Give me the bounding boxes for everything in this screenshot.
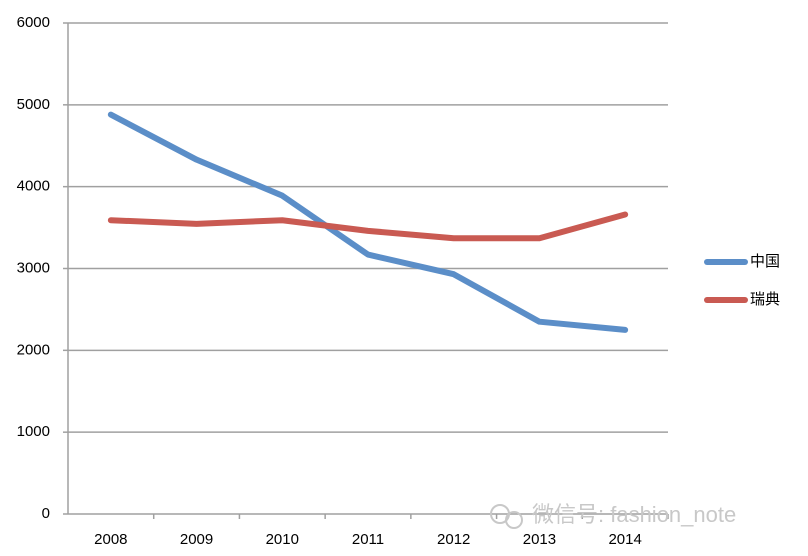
x-tick-label: 2012 [437, 531, 470, 548]
x-tick-label: 2013 [523, 531, 556, 548]
y-tick-label: 2000 [17, 341, 50, 358]
y-tick-label: 0 [42, 505, 50, 522]
x-tick-label: 2010 [266, 531, 299, 548]
y-tick-label: 5000 [17, 96, 50, 113]
watermark-icon [490, 504, 523, 529]
legend-label: 中国 [750, 253, 780, 270]
plot: 0 1000 2000 3000 4000 5000 6000 2008 2009 2010 201… [17, 14, 780, 548]
watermark: 微信号: fashion_note [532, 502, 736, 527]
x-tick-label: 2008 [94, 531, 127, 548]
legend-label: 瑞典 [750, 291, 780, 308]
x-tick-label: 2009 [180, 531, 213, 548]
y-tick-label: 3000 [17, 259, 50, 276]
y-tick-label: 4000 [17, 178, 50, 195]
y-tick-label: 1000 [17, 423, 50, 440]
x-tick-label: 2011 [352, 531, 384, 548]
y-tick-label: 6000 [17, 14, 50, 31]
line-series [107, 111, 629, 333]
line-series [107, 211, 629, 242]
x-tick-label: 2014 [608, 531, 641, 548]
